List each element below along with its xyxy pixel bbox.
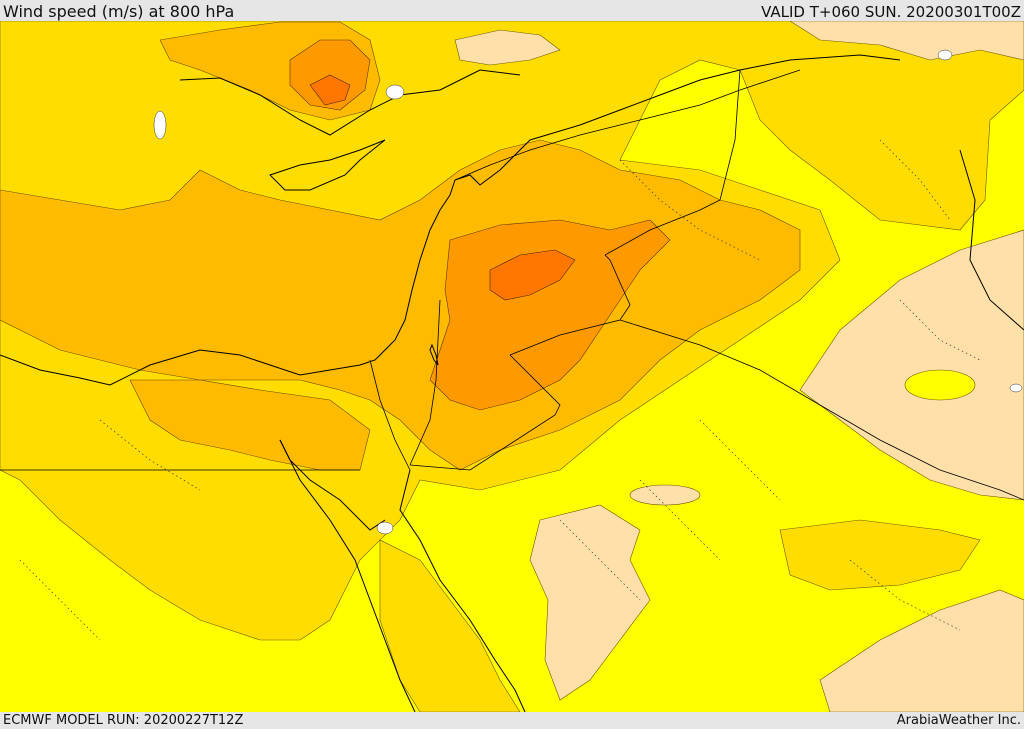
border-jordan-israel	[409, 299, 441, 466]
border-syria-iraq	[604, 69, 741, 256]
calm-spot-4	[1009, 383, 1023, 393]
wind-contour-very-strong-north	[309, 74, 351, 106]
border-saudi-jordan-south	[409, 354, 561, 471]
valid-time: VALID T+060 SUN. 20200301T00Z	[761, 3, 1021, 21]
calm-spot-5	[937, 49, 953, 61]
wind-contour-calm-patch	[904, 369, 976, 401]
wind-contour-calm-south	[529, 504, 651, 701]
coastline-north-africa	[0, 319, 406, 386]
wind-contour-high	[0, 139, 801, 471]
border-iraq-saudi	[619, 319, 1024, 501]
wind-contour-calm-northeast	[789, 21, 1024, 61]
wind-contour-calm-northcenter	[454, 29, 561, 66]
coastline-levant	[404, 179, 456, 321]
coastline-turkey	[179, 69, 521, 136]
credit-label: ArabiaWeather Inc.	[896, 713, 1021, 728]
calm-spot-1	[153, 110, 167, 140]
wind-contour-calm-patch-2	[629, 484, 701, 506]
wind-contour-calm-southeast	[819, 589, 1024, 712]
coastline-turkey-south	[454, 54, 901, 186]
wind-contour-medium-south	[379, 539, 521, 712]
border-israel-egypt	[369, 359, 411, 471]
calm-spot-3	[376, 521, 394, 535]
wind-speed-map	[0, 21, 1024, 712]
wind-contour-very-strong	[489, 249, 576, 301]
border-syria-turkey	[454, 69, 801, 181]
coastline-dead-sea	[429, 343, 439, 366]
wind-contour-medium-east	[779, 519, 981, 591]
footer-bar: ECMWF MODEL RUN: 20200227T12Z ArabiaWeat…	[0, 712, 1024, 729]
coastline-gulf-suez	[279, 439, 386, 531]
wind-contour-strong	[429, 219, 671, 411]
wind-contour-calm-east	[799, 229, 1024, 501]
model-run-label: ECMWF MODEL RUN: 20200227T12Z	[3, 713, 244, 728]
dotted-borders	[19, 139, 981, 641]
coastline-red-sea-east	[399, 469, 526, 712]
coastline-gulf-persian	[959, 149, 1024, 331]
coastline-red-sea-west	[279, 439, 416, 712]
map-title: Wind speed (m/s) at 800 hPa	[3, 2, 235, 21]
calm-spot-2	[385, 84, 405, 100]
border-jordan-saudi	[509, 254, 631, 356]
coastline-cyprus	[269, 139, 386, 191]
header-bar: Wind speed (m/s) at 800 hPa VALID T+060 …	[0, 0, 1024, 21]
